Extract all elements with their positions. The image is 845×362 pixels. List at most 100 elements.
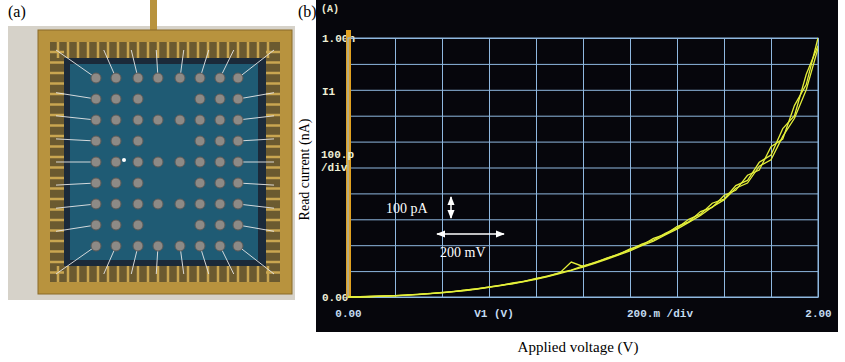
screen-annotation: I1 bbox=[322, 86, 336, 98]
lead bbox=[67, 42, 70, 58]
x-grid-line bbox=[583, 38, 584, 297]
bond-pad bbox=[195, 94, 205, 104]
lead bbox=[50, 198, 64, 201]
bond-pad bbox=[215, 94, 225, 104]
lead bbox=[266, 82, 280, 85]
lead bbox=[50, 145, 64, 148]
bond-pads bbox=[56, 50, 274, 274]
lead bbox=[177, 42, 180, 58]
lead bbox=[227, 266, 230, 282]
lead bbox=[187, 42, 190, 58]
screen-background bbox=[316, 0, 838, 332]
lead bbox=[117, 42, 120, 58]
lead bbox=[257, 42, 260, 58]
bond-pad bbox=[133, 178, 143, 188]
package-frame bbox=[38, 30, 292, 294]
lead bbox=[227, 42, 230, 58]
lead bbox=[157, 266, 160, 282]
lead bbox=[266, 208, 280, 211]
bond-pad bbox=[195, 199, 205, 209]
lead bbox=[97, 42, 100, 58]
bond-pad bbox=[215, 178, 225, 188]
photo-panel bbox=[8, 0, 295, 300]
x-tick bbox=[583, 38, 584, 297]
bond-pad bbox=[91, 220, 101, 230]
y-tick: 1.00n bbox=[322, 33, 818, 45]
bond-pad bbox=[175, 199, 185, 209]
screen-annotation: 100.p bbox=[321, 149, 354, 161]
lead bbox=[237, 42, 240, 58]
x-grid-line bbox=[489, 38, 490, 297]
lead-area bbox=[50, 42, 280, 282]
lead bbox=[266, 250, 280, 253]
lead bbox=[197, 42, 200, 58]
bond-pad bbox=[233, 136, 243, 146]
lead bbox=[147, 42, 150, 58]
lead bbox=[266, 156, 280, 159]
bond-pad bbox=[215, 115, 225, 125]
lead bbox=[107, 266, 110, 282]
lead bbox=[50, 240, 64, 243]
bond-pad bbox=[133, 241, 143, 251]
bond-pad bbox=[215, 73, 225, 83]
lead bbox=[57, 266, 60, 282]
lead bbox=[266, 240, 280, 243]
lead bbox=[50, 61, 64, 64]
bond-pad bbox=[195, 178, 205, 188]
bond-pad bbox=[215, 157, 225, 167]
bond-pad bbox=[195, 220, 205, 230]
bond-pad bbox=[133, 157, 143, 167]
bond-pad bbox=[175, 115, 185, 125]
x-grid-line bbox=[630, 38, 631, 297]
lead bbox=[266, 261, 280, 264]
bond-pad bbox=[215, 136, 225, 146]
bond-pad bbox=[133, 220, 143, 230]
bond-pad bbox=[111, 241, 121, 251]
lead bbox=[266, 72, 280, 75]
bond-pad bbox=[215, 220, 225, 230]
lead bbox=[117, 266, 120, 282]
x-tick bbox=[489, 38, 490, 297]
bond-pad bbox=[233, 115, 243, 125]
iv-sweep bbox=[348, 48, 818, 297]
bond-pad bbox=[195, 157, 205, 167]
bond-wire bbox=[238, 50, 274, 78]
lead bbox=[266, 145, 280, 148]
bond-pad bbox=[175, 73, 185, 83]
screen-annotation: (A) bbox=[321, 4, 339, 15]
x-grid-line bbox=[395, 38, 396, 297]
bond-wire bbox=[56, 183, 96, 185]
x-tick bbox=[771, 38, 772, 297]
figure: (a)(b)0.001.00n0.002.00(A)I1100.p/divV1 … bbox=[0, 0, 845, 362]
lead bbox=[266, 103, 280, 106]
y-axis: 0.00 1.00n bbox=[322, 33, 818, 304]
bond-pad bbox=[233, 94, 243, 104]
screen-annotation: V1 (V) bbox=[474, 308, 514, 320]
bond-pad bbox=[215, 199, 225, 209]
lead bbox=[50, 187, 64, 190]
bond-pad bbox=[153, 199, 163, 209]
lead bbox=[266, 177, 280, 180]
lead bbox=[266, 124, 280, 127]
screen-annotation: 100 pA bbox=[386, 201, 429, 216]
lead bbox=[87, 266, 90, 282]
lead bbox=[157, 42, 160, 58]
bond-pad bbox=[233, 241, 243, 251]
scale-arrow bbox=[437, 233, 504, 235]
bond-pad bbox=[111, 199, 121, 209]
bond-pad bbox=[133, 199, 143, 209]
iv-sweep bbox=[348, 38, 818, 297]
lead bbox=[77, 42, 80, 58]
lead bbox=[257, 266, 260, 282]
reflection bbox=[122, 158, 126, 162]
lead bbox=[187, 266, 190, 282]
y-tick: 0.00 bbox=[322, 292, 818, 304]
bond-pad bbox=[91, 241, 101, 251]
bond-pad bbox=[233, 157, 243, 167]
iv-sweep bbox=[348, 46, 818, 297]
bond-pad bbox=[111, 220, 121, 230]
lead bbox=[167, 266, 170, 282]
bond-pad bbox=[233, 73, 243, 83]
bond-pad bbox=[153, 115, 163, 125]
bond-pad bbox=[175, 157, 185, 167]
